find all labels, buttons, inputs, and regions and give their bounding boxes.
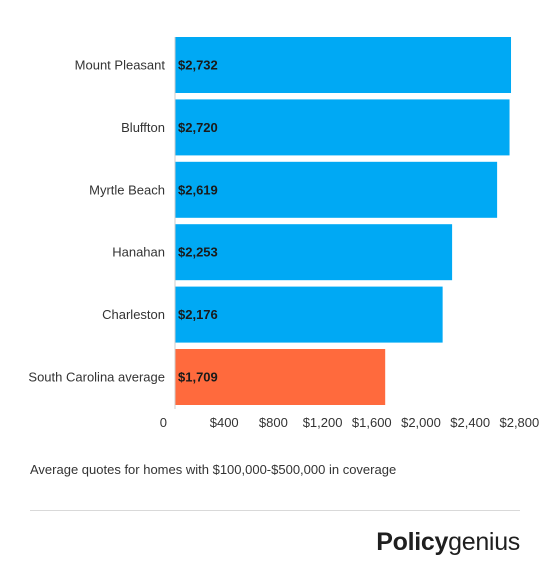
value-label-south-carolina-average: $1,709 xyxy=(178,370,218,385)
logo-policy-text: Policy xyxy=(376,528,449,556)
x-tick-label-2000: $2,000 xyxy=(401,415,441,430)
value-label-charleston: $2,176 xyxy=(178,307,218,322)
x-tick-label-2800: $2,800 xyxy=(499,415,539,430)
value-labels-group: $2,732 $2,720 $2,619 $2,253 $2,176 $1,709 xyxy=(178,58,218,385)
x-tick-label-0: 0 xyxy=(160,415,167,430)
category-label-charleston: Charleston xyxy=(102,307,165,322)
footer-divider xyxy=(30,510,520,511)
value-label-mount-pleasant: $2,732 xyxy=(178,58,218,73)
x-tick-label-400: $400 xyxy=(210,415,239,430)
category-label-mount-pleasant: Mount Pleasant xyxy=(75,58,166,73)
bar-south-carolina-average xyxy=(175,349,386,405)
x-axis-ticks-group: 0 $400 $800 $1,200 $1,600 $2,000 $2,400 $2,800 xyxy=(160,37,539,430)
category-label-bluffton: Bluffton xyxy=(121,120,165,135)
bar-hanahan xyxy=(175,224,453,281)
x-tick-label-2400: $2,400 xyxy=(450,415,490,430)
value-label-myrtle-beach: $2,619 xyxy=(178,182,218,197)
bar-mount-pleasant xyxy=(175,37,512,93)
x-tick-label-1200: $1,200 xyxy=(303,415,343,430)
category-label-hanahan: Hanahan xyxy=(112,245,165,260)
category-label-south-carolina-average: South Carolina average xyxy=(28,370,165,385)
bar-charleston xyxy=(175,286,443,343)
value-label-hanahan: $2,253 xyxy=(178,245,218,260)
bars-group xyxy=(175,37,512,405)
bar-myrtle-beach xyxy=(175,161,498,218)
chart-footnote: Average quotes for homes with $100,000-$… xyxy=(30,462,397,477)
category-label-myrtle-beach: Myrtle Beach xyxy=(89,182,165,197)
bar-bluffton xyxy=(175,99,510,156)
x-tick-label-800: $800 xyxy=(259,415,288,430)
category-labels-group: Mount Pleasant Bluffton Myrtle Beach Hanaha… xyxy=(28,58,165,385)
x-tick-label-1600: $1,600 xyxy=(352,415,392,430)
logo-genius-text: genius xyxy=(448,528,520,556)
bar-chart: Mount Pleasant Bluffton Myrtle Beach Hanaha… xyxy=(28,37,539,430)
policygenius-logo: Policygenius xyxy=(376,528,520,557)
value-label-bluffton: $2,720 xyxy=(178,120,218,135)
